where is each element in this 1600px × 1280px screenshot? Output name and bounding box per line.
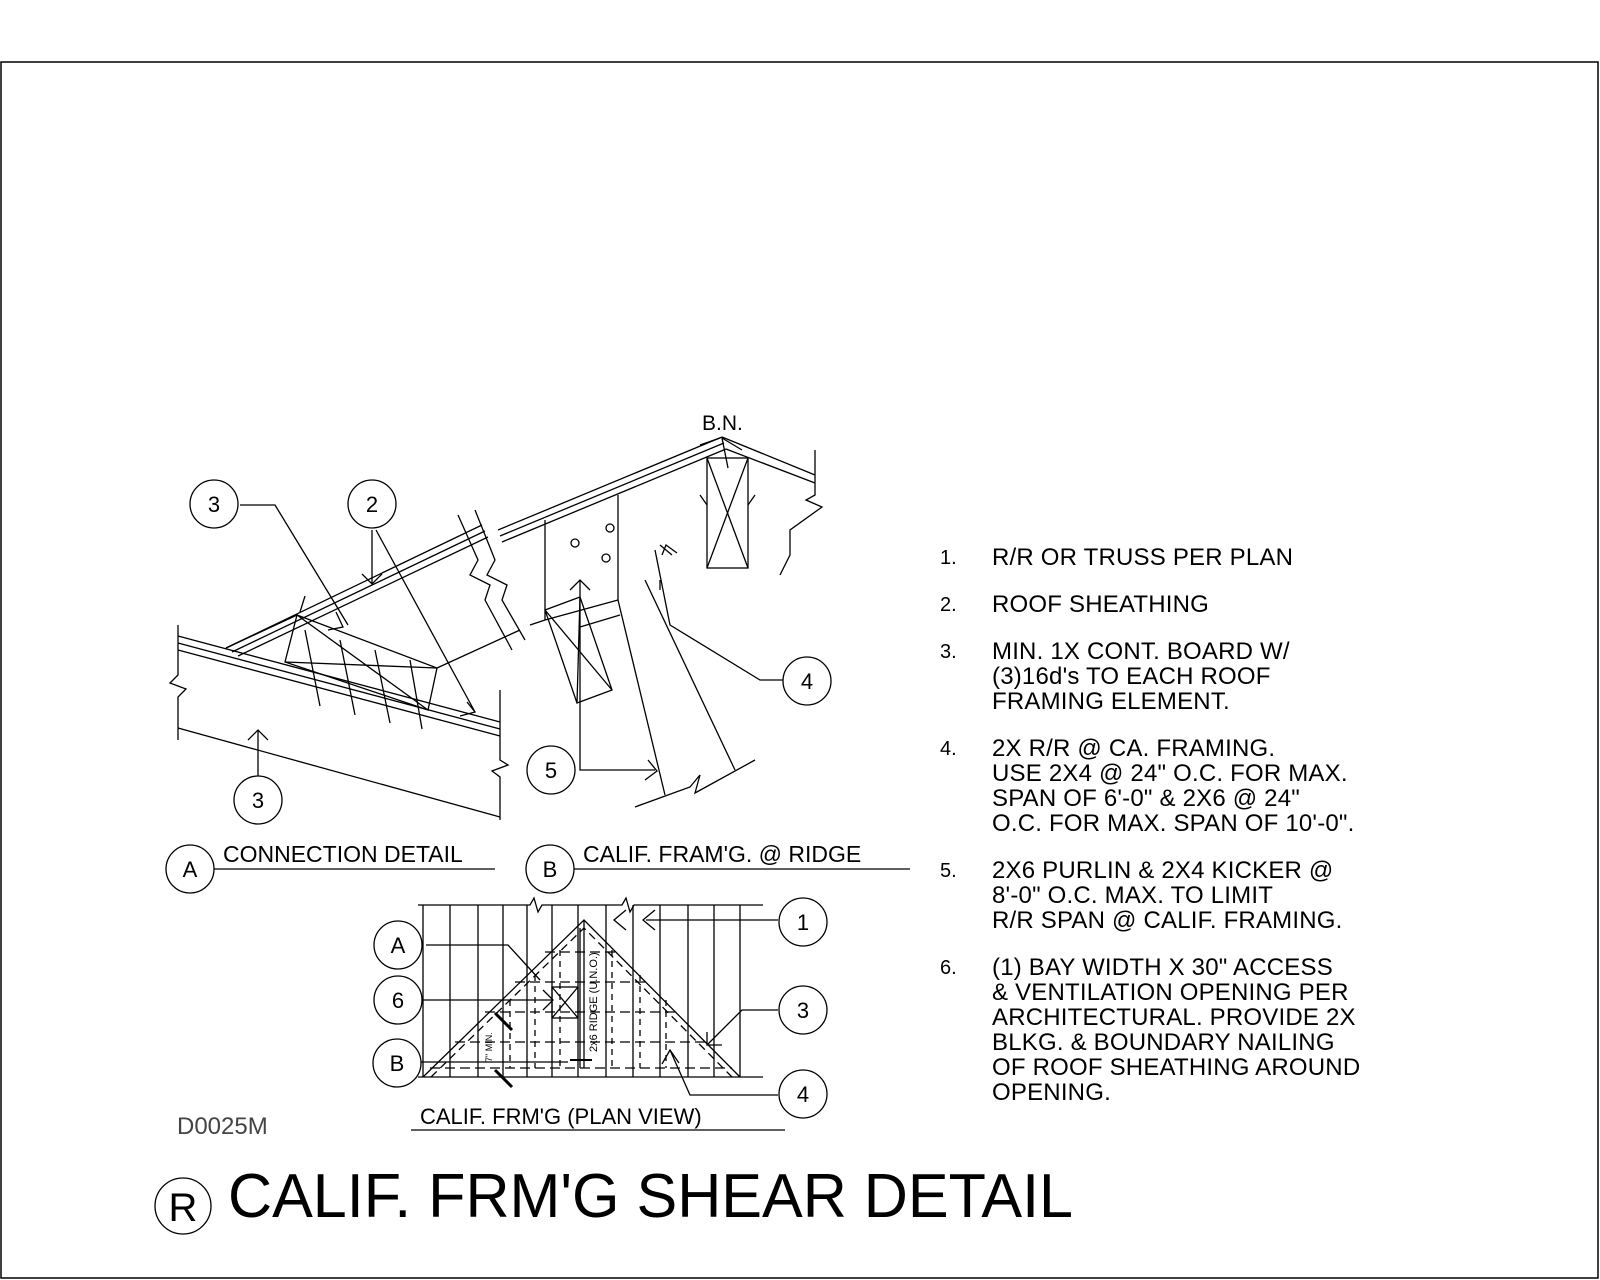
callout-a-top-2: 2	[366, 492, 378, 517]
title-symbol: R	[169, 1186, 198, 1230]
plan-view-leaders	[420, 909, 778, 1096]
callout-plan-b: B	[390, 1051, 405, 1076]
note-number: 2.	[940, 594, 957, 616]
callout-a-bottom-3: 3	[252, 788, 264, 813]
connection-detail-drawing	[168, 524, 521, 820]
drawing-code: D0025M	[177, 1113, 268, 1140]
note-number: 3.	[940, 641, 957, 663]
ridge-label: 2x6 RIDGE (U.N.O.)	[588, 952, 600, 1052]
detail-key-bubble	[525, 844, 575, 894]
note-text: 2X6 PURLIN & 2X4 KICKER @ 8'-0" O.C. MAX…	[992, 857, 1343, 934]
general-notes: 1. R/R OR TRUSS PER PLAN 2. ROOF SHEATHI…	[940, 545, 1400, 1127]
note-text: (1) BAY WIDTH X 30" ACCESS & VENTILATION…	[992, 954, 1361, 1106]
callout-bubble	[782, 656, 832, 706]
note-number: 1.	[940, 547, 957, 569]
detail-a-key: A	[183, 857, 198, 882]
note-item: 4. 2X R/R @ CA. FRAMING. USE 2X4 @ 24" O…	[940, 736, 1400, 836]
callout-bubble	[778, 897, 828, 947]
note-item: 1. R/R OR TRUSS PER PLAN	[940, 545, 1400, 570]
detail-b-leaders	[569, 437, 783, 781]
callout-bubble	[347, 479, 397, 529]
callout-a-top-3: 3	[208, 492, 220, 517]
note-number: 6.	[940, 957, 957, 979]
note-number: 4.	[940, 738, 957, 760]
note-item: 2. ROOF SHEATHING	[940, 592, 1400, 617]
detail-b-label: CALIF. FRAM'G. @ RIDGE	[583, 841, 861, 867]
note-item: 3. MIN. 1X CONT. BOARD W/ (3)16d's TO EA…	[940, 639, 1400, 714]
callout-plan-a: A	[391, 933, 406, 958]
page-title: CALIF. FRM'G SHEAR DETAIL	[228, 1162, 1073, 1231]
callout-plan-3: 3	[797, 998, 809, 1023]
note-item: 6. (1) BAY WIDTH X 30" ACCESS & VENTILAT…	[940, 955, 1400, 1105]
note-text: R/R OR TRUSS PER PLAN	[992, 544, 1294, 571]
plan-view-drawing	[418, 896, 763, 1089]
detail-b-key: B	[543, 857, 558, 882]
note-text: 2X R/R @ CA. FRAMING. USE 2X4 @ 24" O.C.…	[992, 735, 1355, 837]
callout-plan-1: 1	[797, 910, 809, 935]
detail-a-label: CONNECTION DETAIL	[223, 841, 463, 867]
note-text: MIN. 1X CONT. BOARD W/ (3)16d's TO EACH …	[992, 638, 1290, 715]
detail-a-leaders	[240, 504, 477, 778]
note-text: ROOF SHEATHING	[992, 591, 1210, 618]
callout-bubble	[373, 920, 423, 970]
plan-view-label: CALIF. FRM'G (PLAN VIEW)	[420, 1104, 702, 1129]
title-symbol-circle	[154, 1177, 212, 1235]
detail-key-bubble	[165, 844, 215, 894]
bn-label: B.N.	[702, 412, 743, 435]
callout-bubble	[233, 775, 283, 825]
callout-bubble	[778, 985, 828, 1035]
callout-b-4: 4	[801, 669, 813, 694]
callout-plan-4: 4	[797, 1082, 809, 1107]
callout-bubble	[189, 479, 239, 529]
callout-b-5: 5	[545, 758, 557, 783]
note-item: 5. 2X6 PURLIN & 2X4 KICKER @ 8'-0" O.C. …	[940, 858, 1400, 933]
sheet-border	[0, 61, 1599, 1279]
callout-bubble	[526, 745, 576, 795]
ridge-detail-drawing	[457, 436, 824, 808]
min-label: 7" MIN.	[484, 1032, 494, 1062]
callout-bubble	[373, 975, 423, 1025]
callout-plan-6: 6	[392, 988, 404, 1013]
note-number: 5.	[940, 860, 957, 882]
callout-bubble	[778, 1069, 828, 1119]
callout-bubble	[372, 1038, 422, 1088]
